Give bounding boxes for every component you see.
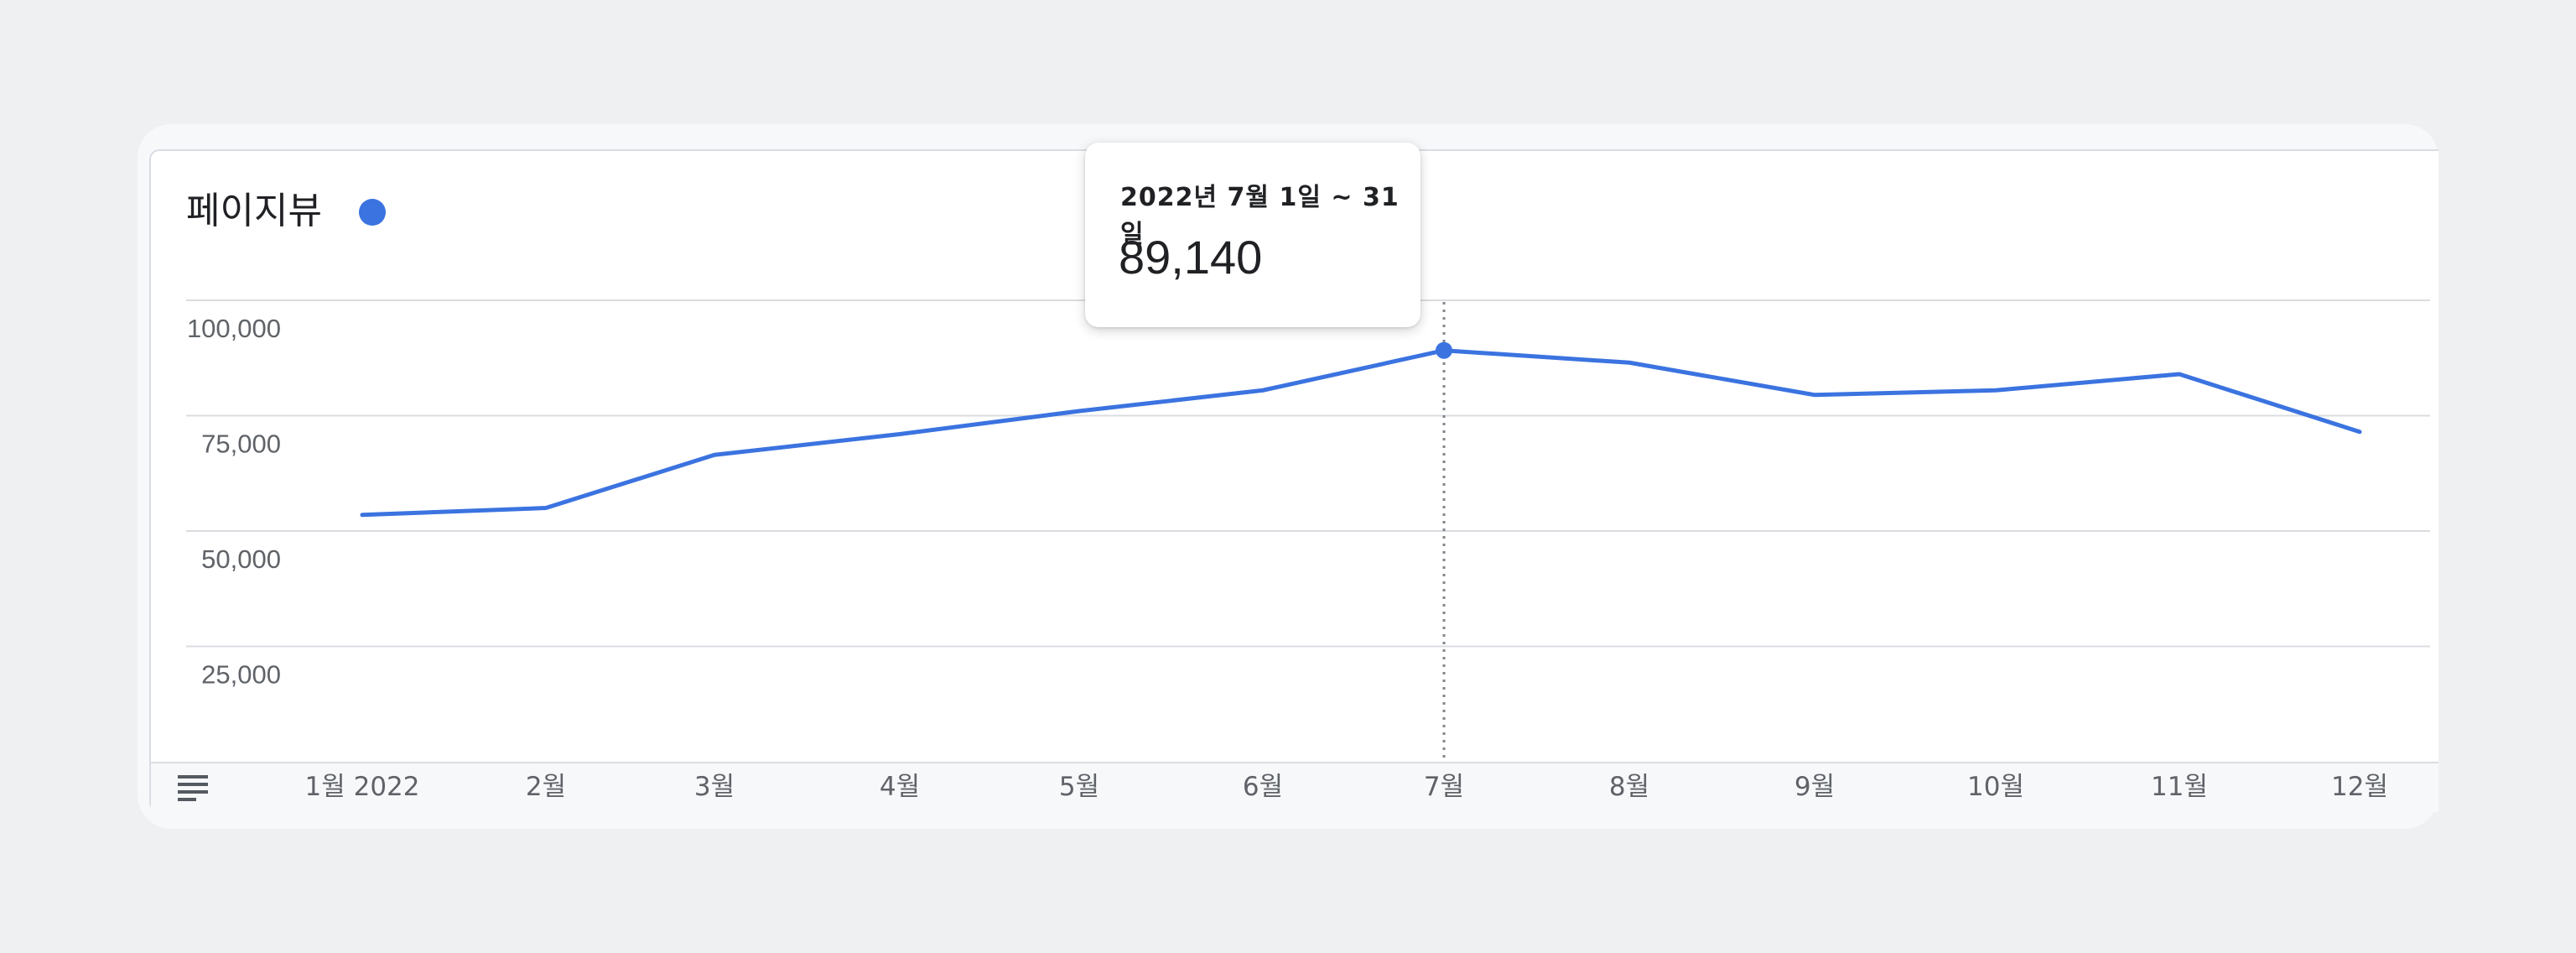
- tooltip: 2022년 7월 1일 ~ 31일 89,140: [1085, 143, 1420, 327]
- x-tick-label: 7월: [1424, 772, 1464, 802]
- x-tick-label: 4월: [880, 772, 920, 802]
- x-tick-label: 3월: [694, 772, 735, 802]
- tooltip-date: 2022년 7월 1일 ~ 31일: [1120, 183, 1400, 249]
- tooltip-value: 89,140: [1119, 231, 1263, 284]
- x-tick-label: 2월: [526, 772, 566, 802]
- menu-lines-icon[interactable]: [178, 775, 208, 801]
- x-tick-label: 9월: [1794, 772, 1835, 802]
- series-line: [360, 348, 2362, 518]
- x-tick-label: 12월: [2331, 772, 2388, 802]
- x-tick-label: 1월 2022: [305, 772, 420, 802]
- chart-title: 페이지뷰: [186, 190, 322, 232]
- x-axis-bar: [151, 762, 2438, 812]
- y-tick-label: 100,000: [187, 314, 281, 343]
- legend-dot-icon[interactable]: [359, 199, 386, 226]
- x-tick-label: 8월: [1609, 772, 1649, 802]
- x-tick-label: 5월: [1059, 772, 1099, 802]
- y-tick-label: 25,000: [201, 660, 281, 690]
- x-tick-label: 10월: [1967, 772, 2024, 802]
- y-tick-label: 50,000: [201, 544, 281, 574]
- highlight-point: [1436, 341, 1452, 359]
- x-tick-label: 11월: [2151, 772, 2208, 802]
- y-tick-label: 75,000: [201, 430, 281, 459]
- x-tick-label: 6월: [1243, 772, 1283, 802]
